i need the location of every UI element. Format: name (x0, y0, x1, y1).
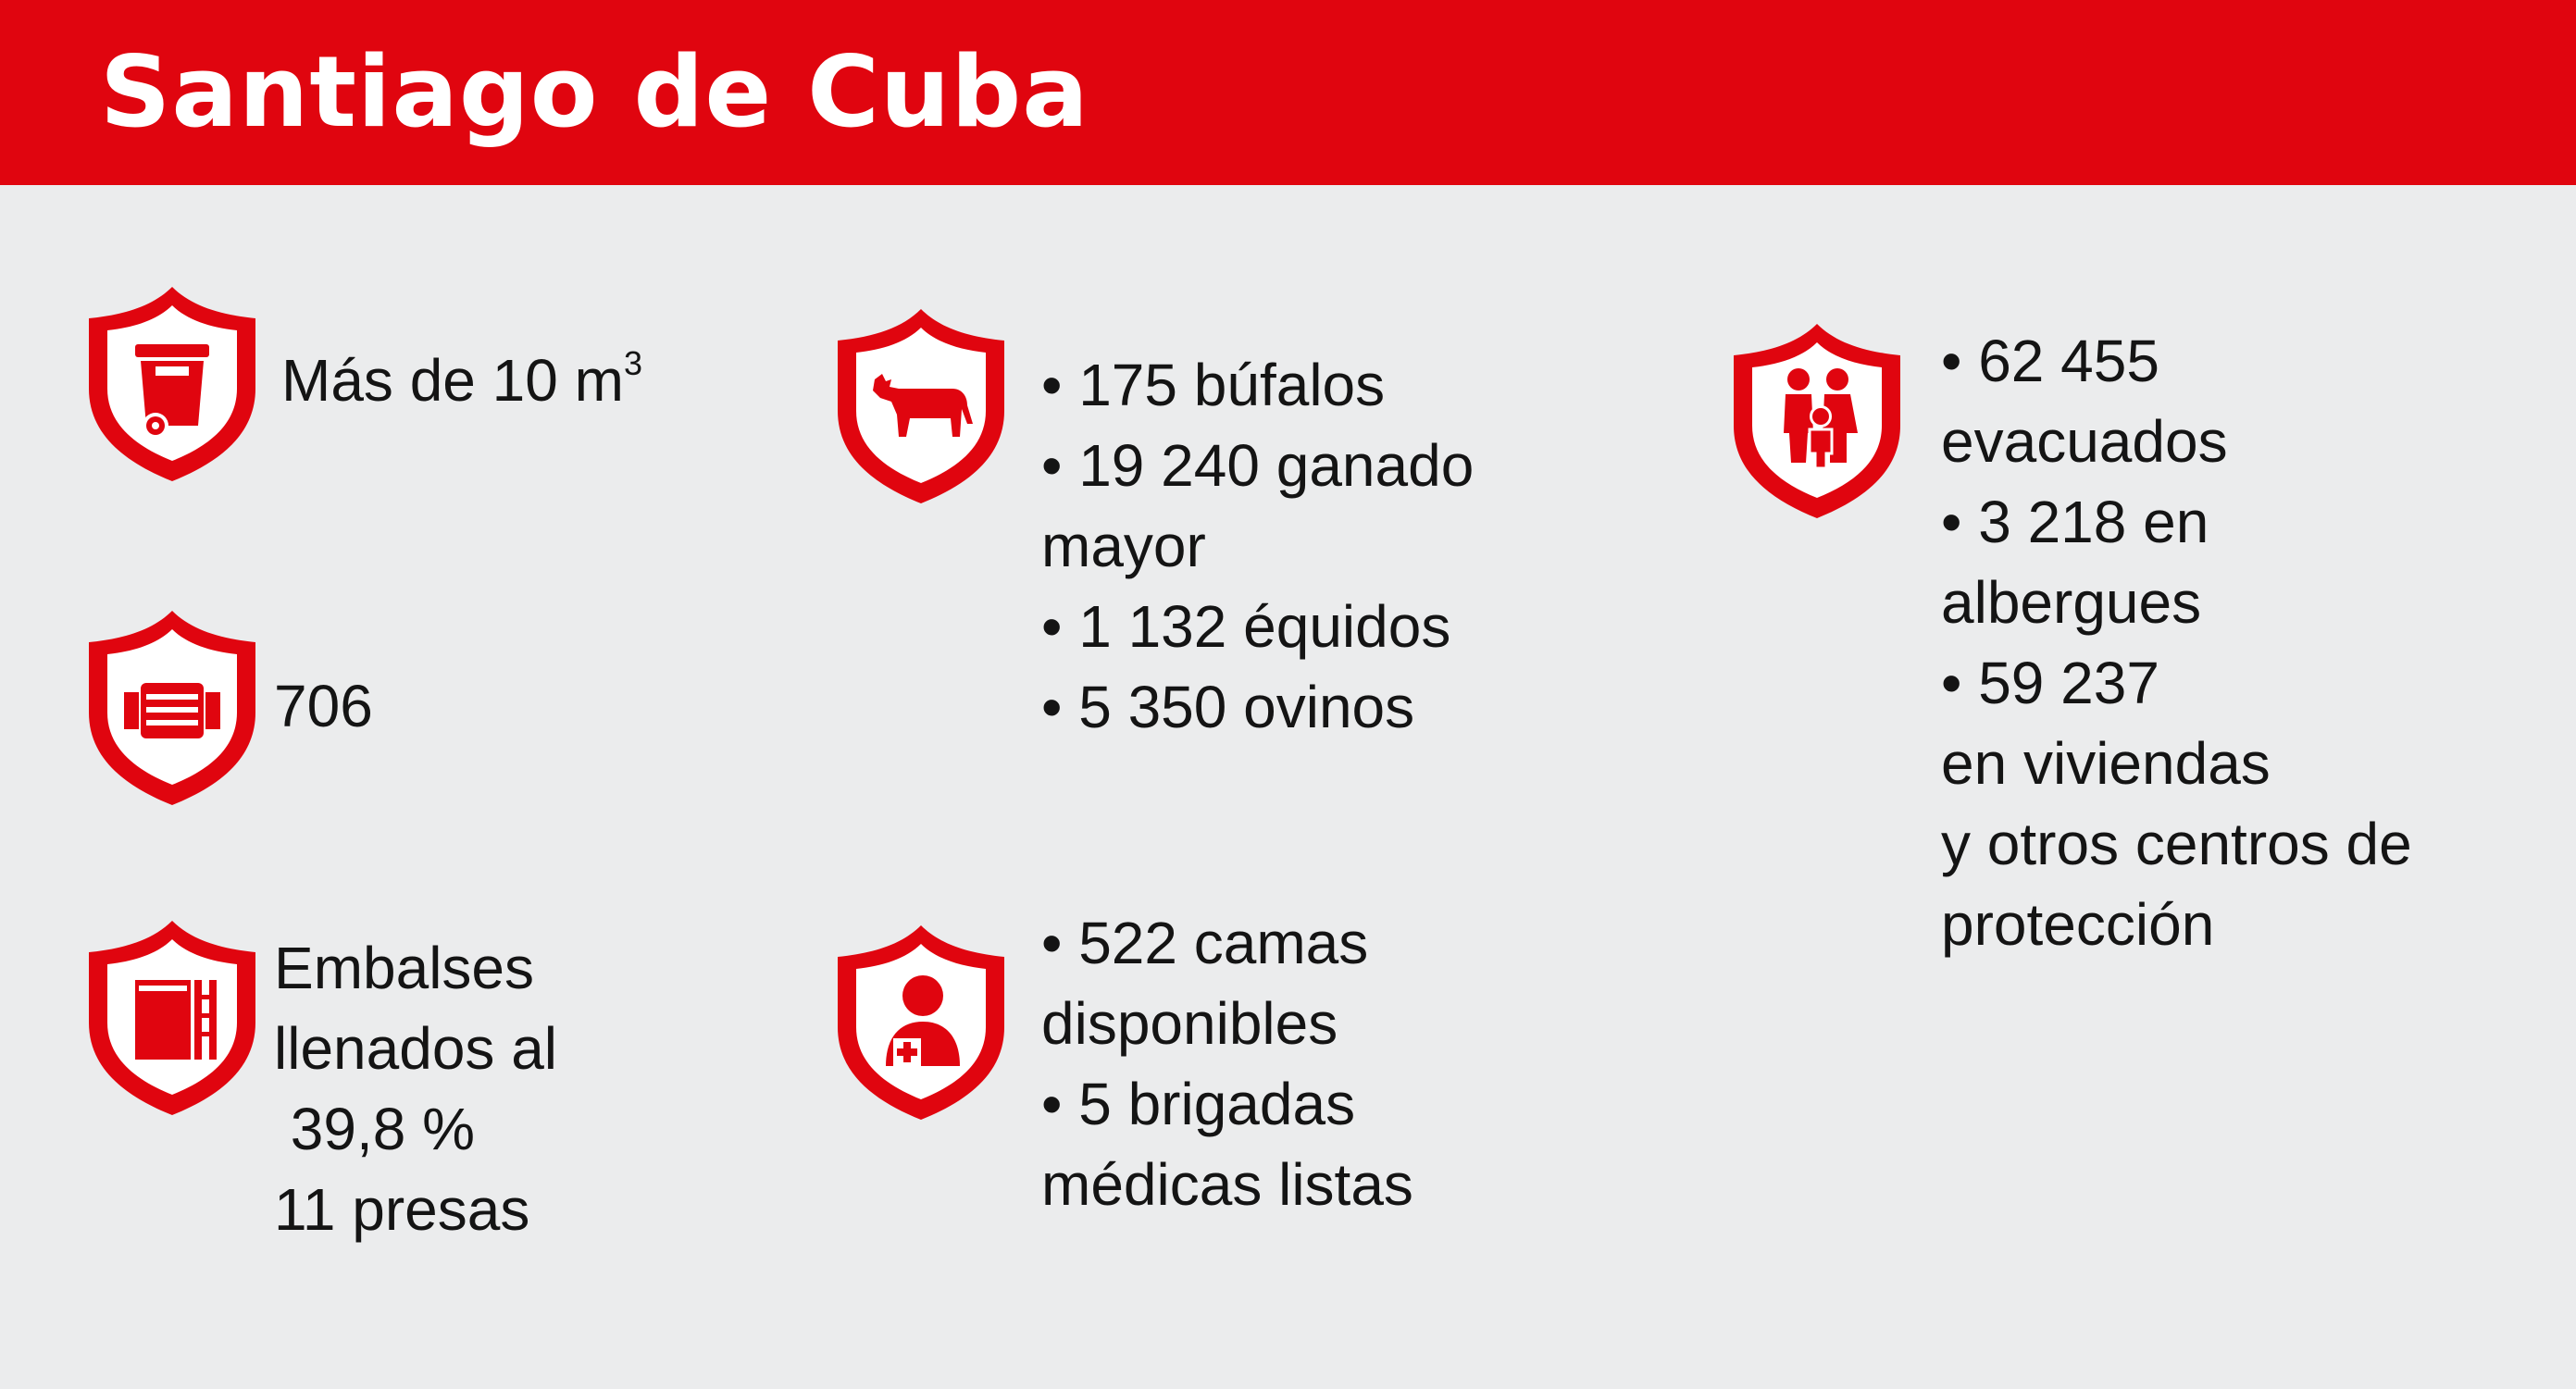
evacuees-line: evacuados (1941, 408, 2228, 475)
evacuees-line: protección (1941, 891, 2215, 958)
motor-text: 706 (274, 666, 373, 747)
medical-line: disponibles (1041, 990, 1338, 1057)
doctor-icon (838, 925, 1004, 1120)
evacuees-line: albergues (1941, 569, 2202, 636)
livestock-line: • 19 240 ganado (1041, 432, 1475, 499)
water-tank-icon (89, 921, 255, 1115)
medical-text: • 522 camas disponibles • 5 brigadas méd… (1041, 903, 1413, 1225)
evacuees-line: en viviendas (1941, 730, 2271, 797)
motor-pump-icon (89, 611, 255, 805)
reservoir-line: Embalses (274, 935, 534, 1001)
bull-icon (838, 309, 1004, 503)
motor-value: 706 (274, 673, 373, 739)
reservoir-line: 39,8 % (274, 1096, 476, 1162)
header-bar: Santiago de Cuba (0, 0, 2576, 185)
livestock-text: • 175 búfalos • 19 240 ganado mayor • 1 … (1041, 345, 1474, 748)
reservoir-line: llenados al (274, 1015, 557, 1082)
trash-text: Más de 10 m3 (281, 341, 642, 421)
cubic-superscript: 3 (623, 344, 642, 382)
evacuees-text: • 62 455 evacuados • 3 218 en albergues … (1941, 321, 2412, 965)
livestock-line: mayor (1041, 513, 1206, 579)
medical-line: • 5 brigadas (1041, 1071, 1356, 1137)
family-icon (1734, 324, 1900, 518)
evacuees-line: • 59 237 (1941, 650, 2159, 716)
evacuees-line: • 62 455 (1941, 328, 2159, 394)
livestock-line: • 5 350 ovinos (1041, 674, 1415, 740)
page-title: Santiago de Cuba (100, 35, 1089, 149)
trash-value: Más de 10 m (281, 347, 624, 414)
reservoir-text: Embalses llenados al 39,8 % 11 presas (274, 928, 557, 1250)
livestock-line: • 175 búfalos (1041, 352, 1386, 418)
trash-bin-icon (89, 287, 255, 481)
trash-line: Más de 10 m3 (281, 341, 642, 421)
reservoir-line: 11 presas (274, 1176, 530, 1243)
evacuees-line: • 3 218 en (1941, 489, 2209, 555)
evacuees-line: y otros centros de (1941, 811, 2412, 877)
livestock-line: • 1 132 équidos (1041, 593, 1451, 660)
medical-line: • 522 camas (1041, 910, 1369, 976)
medical-line: médicas listas (1041, 1151, 1413, 1218)
